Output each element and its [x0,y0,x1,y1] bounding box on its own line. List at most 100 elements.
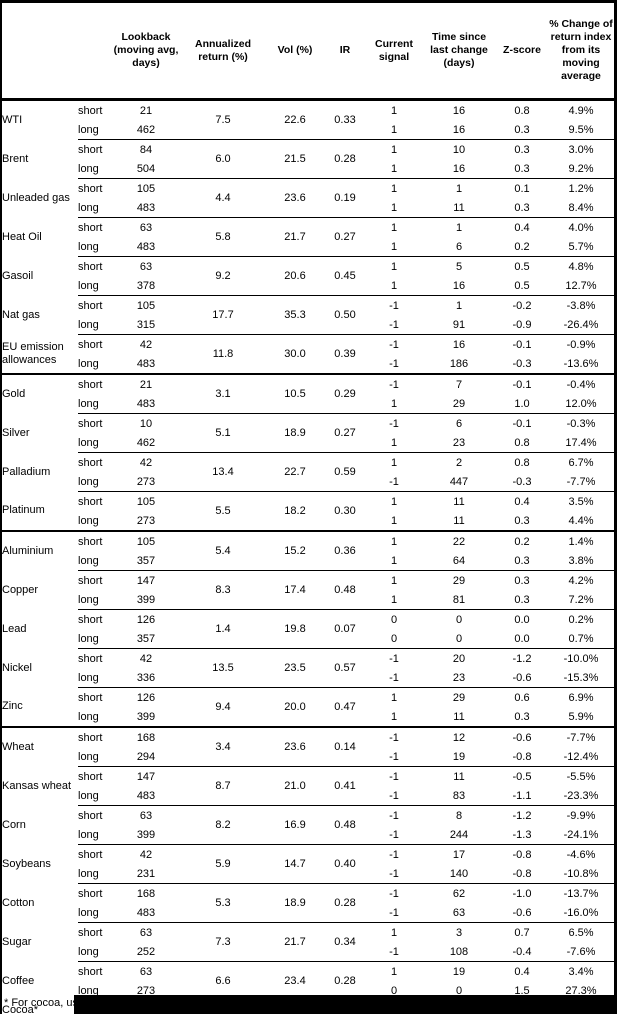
vol-value: 22.6 [284,114,306,126]
lookback-value: 63 [112,922,180,942]
table-row: long 399 1 81 0.3 7.2% [2,590,614,610]
leg-label: short [78,295,112,315]
pct-change-value: 7.2% [568,593,594,606]
current-signal-value: -1 [366,883,422,903]
leg-label: long [78,906,99,919]
annualized-return-value: 7.3 [180,922,266,962]
commodity-group: Gasoil short 63 9.2 20.6 0.45 1 5 0.5 4.8% long 378… [2,256,614,296]
pct-change-value: 5.7% [568,240,594,253]
lookback-value: 168 [112,726,180,747]
time-since-change-value: 91 [452,318,466,331]
z-score-value: -0.3 [512,357,532,370]
current-signal-value: 1 [390,436,398,449]
time-since-change-value: 62 [422,883,496,903]
current-signal-value: -1 [389,867,399,880]
table-row: long 231 -1 140 -0.8 -10.8% [2,864,614,884]
z-score-value: 1.0 [514,397,530,410]
leg-label: short [78,217,112,237]
leg-label: long [78,710,99,723]
current-signal-value: -1 [366,334,422,354]
annualized-return-value: 3.1 [180,373,266,414]
z-score-value: -0.1 [496,373,548,394]
pct-change-value: -7.6% [566,945,596,958]
pct-change-value: 4.8% [548,256,614,276]
z-score-value: 0.0 [514,632,530,645]
current-signal-value: -1 [366,373,422,394]
header-ir: IR [324,3,366,101]
annualized-return-value: 6.0 [180,139,266,179]
table-row: Sugar short 63 7.3 21.7 0.34 1 3 0.7 6.5% [2,922,614,962]
leg-label: short [78,413,112,433]
table-row: long 294 -1 19 -0.8 -12.4% [2,747,614,767]
time-since-change-value: 16 [452,162,466,175]
commodity-group: Gold short 21 3.1 10.5 0.29 -1 7 -0.1 -0.4% long 48… [2,373,614,414]
lookback-value: 483 [136,789,156,802]
commodity-group: Heat Oil short 63 5.8 21.7 0.27 1 1 0.4 4.0% long 4… [2,217,614,257]
commodity-name: Corn [2,818,26,831]
table-row: Heat Oil short 63 5.8 21.7 0.27 1 1 0.4 4.0% [2,217,614,257]
commodity-group: WTI short 21 7.5 22.6 0.33 1 16 0.8 4.9% long 462 1 1… [2,100,614,140]
lookback-value: 483 [136,357,156,370]
footnote-row: * For cocoa, uses o [2,995,614,1014]
header-vol: Vol (%) [266,3,324,101]
commodity-name: Sugar [2,935,32,948]
time-since-change-value: 3 [422,922,496,942]
table-row: Copper short 147 8.3 17.4 0.48 1 29 0.3 4.2% [2,570,614,610]
current-signal-value: 1 [366,491,422,511]
table-row: long 273 1 11 0.3 4.4% [2,511,614,531]
z-score-value: 0.3 [514,514,530,527]
pct-change-value: -7.7% [566,475,596,488]
time-since-change-value: 5 [422,256,496,276]
vol-value: 21.7 [266,217,324,257]
commodity-name: WTI [2,113,23,126]
ir-value: 0.27 [324,413,366,453]
annualized-return-value: 5.1 [180,413,266,453]
vol-value: 19.8 [266,609,324,649]
annualized-return-value: 9.2 [180,256,266,296]
lookback-value: 42 [112,334,180,354]
pct-change-value: 12.0% [565,397,597,410]
ir-value: 0.33 [334,114,356,126]
time-since-change-value: 83 [452,789,466,802]
leg-label: long [78,554,99,567]
current-signal-value: -1 [389,357,399,370]
annualized-return-value: 13.5 [180,648,266,688]
z-score-value: 0.4 [496,491,548,511]
ir-value: 0.19 [324,178,366,218]
pct-change-value: 6.5% [548,922,614,942]
commodity-name: Platinum [2,504,45,517]
time-since-change-value: 186 [449,357,469,370]
leg-label: short [78,961,112,981]
z-score-value: 1.5 [514,984,530,997]
current-signal-value: 0 [390,984,398,997]
ir-value: 0.57 [324,648,366,688]
annualized-return-value: 17.7 [180,295,266,335]
current-signal-value: 1 [366,570,422,590]
current-signal-value: -1 [389,945,399,958]
commodity-group: Cotton short 168 5.3 18.9 0.28 -1 62 -1.0 -13.7% l… [2,883,614,923]
annualized-return-value: 1.4 [180,609,266,649]
commodity-group: EU emission allowances short 42 11.8 30.0 0.3… [2,334,614,374]
lookback-value: 273 [136,984,156,997]
vol-value: 20.0 [266,687,324,727]
lookback-value: 483 [136,240,156,253]
leg-label: short [78,491,112,511]
lookback-value: 231 [136,867,156,880]
current-signal-value: 1 [390,104,398,117]
annualized-return-value: 8.2 [180,805,266,845]
header-current-signal: Current signal [366,3,422,101]
z-score-value: -1.2 [496,648,548,668]
current-signal-value: 1 [390,710,398,723]
leg-label: short [78,178,112,198]
lookback-value: 399 [136,710,156,723]
vol-value: 35.3 [266,295,324,335]
current-signal-value: 1 [366,687,422,707]
current-signal-value: 1 [366,530,422,551]
z-score-value: -0.8 [512,867,532,880]
vol-value: 21.0 [266,766,324,806]
lookback-value: 273 [136,514,156,527]
ir-value: 0.50 [324,295,366,335]
lookback-value: 504 [136,162,156,175]
commodity-name: Kansas wheat [2,779,72,792]
current-signal-value: -1 [389,318,399,331]
